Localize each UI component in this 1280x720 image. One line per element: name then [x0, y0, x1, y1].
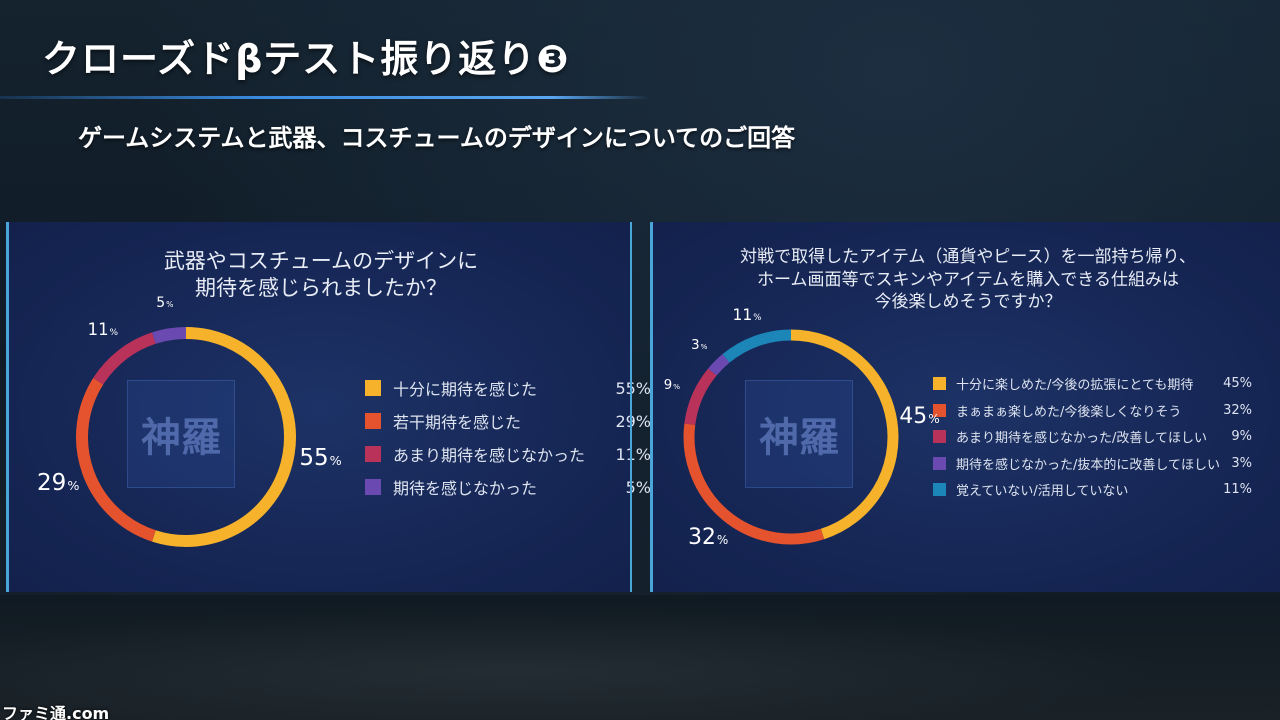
legend-item: まぁまぁ楽しめた/今後楽しくなりそう 32% — [933, 401, 1252, 420]
chart-title-line: 武器やコスチュームのデザインに — [163, 249, 479, 273]
legend-value: 9% — [1231, 429, 1252, 444]
emblem-glyph: 神羅 — [759, 414, 839, 461]
emblem-glyph: 神羅 — [141, 414, 221, 461]
legend-value: 5% — [625, 477, 651, 497]
legend-label: あまり期待を感じなかった/改善してほしい — [956, 431, 1207, 446]
legend-value: 11% — [1223, 482, 1252, 497]
donut-slice — [684, 368, 717, 426]
donut-chart-weapon-design — [76, 327, 296, 547]
legend-value: 55% — [615, 378, 651, 398]
donut-chart-item-shop — [683, 329, 899, 545]
legend-item: あまり期待を感じなかった/改善してほしい 9% — [933, 427, 1252, 446]
chart-title-line: ホーム画面等でスキンやアイテムを購入できる仕組みは — [757, 269, 1179, 290]
slice-value-label: 29% — [37, 470, 80, 497]
slide-title: クローズドβテスト振り返り❸ — [42, 37, 570, 81]
slice-value-label: 55% — [299, 445, 342, 472]
legend-swatch — [365, 380, 381, 396]
emblem-icon: 神羅 — [745, 380, 853, 488]
emblem-icon: 神羅 — [127, 380, 235, 488]
slice-value-label: 11% — [732, 305, 762, 324]
legend-value: 29% — [615, 411, 651, 431]
legend-label: 期待を感じなかった/抜本的に改善してほしい — [956, 457, 1220, 473]
background-ground — [0, 595, 1280, 720]
legend-swatch — [933, 483, 946, 496]
legend-label: まぁまぁ楽しめた/今後楽しくなりそう — [956, 404, 1182, 420]
chart-title: 対戦で取得したアイテム（通貨やピース）を一部持ち帰り、 ホーム画面等でスキンやア… — [653, 246, 1280, 314]
chart-legend: 十分に楽しめた/今後の拡張にとても期待 45% まぁまぁ楽しめた/今後楽しくなりそう… — [933, 374, 1263, 504]
legend-swatch — [933, 456, 946, 470]
donut-slice — [790, 329, 899, 540]
slice-value-label: 3% — [691, 337, 708, 353]
chart-title-line: 期待を感じられましたか？ — [195, 276, 447, 301]
chart-panel-item-shop: 対戦で取得したアイテム（通貨やピース）を一部持ち帰り、 ホーム画面等でスキンやア… — [650, 222, 1280, 592]
donut-slice — [152, 327, 296, 547]
legend-swatch — [933, 403, 946, 417]
legend-swatch — [365, 479, 381, 495]
legend-item: 期待を感じなかった 5% — [365, 475, 651, 499]
legend-swatch — [933, 430, 946, 443]
legend-label: 期待を感じなかった — [393, 479, 538, 498]
legend-label: 若干期待を感じた — [393, 413, 522, 432]
legend-label: あまり期待を感じなかった — [393, 446, 586, 465]
title-underline — [0, 96, 650, 99]
legend-item: 十分に楽しめた/今後の拡張にとても期待 45% — [933, 374, 1252, 393]
chart-legend: 十分に期待を感じた 55% 若干期待を感じた 29% あまり期待を感じなかった 11% 期待… — [365, 376, 651, 498]
chart-title-line: 今後楽しめそうですか？ — [874, 292, 1062, 313]
legend-value: 3% — [1231, 455, 1252, 471]
legend-item: あまり期待を感じなかった 11% — [365, 442, 651, 466]
legend-swatch — [933, 377, 946, 390]
chart-title: 武器やコスチュームのデザインに 期待を感じられましたか？ — [9, 248, 633, 303]
donut-slice — [708, 354, 730, 376]
slice-value-label: 9% — [663, 377, 681, 393]
slice-value-label: 5% — [156, 294, 174, 311]
donut-slice — [76, 378, 156, 542]
legend-value: 32% — [1223, 402, 1252, 418]
donut-slice — [722, 329, 792, 363]
legend-label: 十分に楽しめた/今後の拡張にとても期待 — [956, 378, 1194, 393]
slice-value-label: 32% — [688, 524, 729, 550]
legend-item: 覚えていない/活用していない 11% — [933, 480, 1252, 499]
legend-swatch — [365, 446, 381, 462]
legend-item: 若干期待を感じた 29% — [365, 409, 651, 433]
legend-value: 11% — [615, 444, 651, 464]
chart-title-line: 対戦で取得したアイテム（通貨やピース）を一部持ち帰り、 — [740, 247, 1196, 267]
legend-label: 覚えていない/活用していない — [956, 484, 1129, 499]
slice-value-label: 45% — [899, 404, 940, 430]
legend-item: 十分に期待を感じた 55% — [365, 376, 651, 400]
watermark-logo: ファミ通.com — [2, 704, 110, 720]
legend-label: 十分に期待を感じた — [393, 380, 538, 399]
legend-value: 45% — [1223, 376, 1252, 391]
legend-swatch — [365, 413, 381, 429]
legend-item: 期待を感じなかった/抜本的に改善してほしい 3% — [933, 454, 1252, 473]
panel-divider — [630, 222, 632, 592]
chart-panel-weapon-design: 武器やコスチュームのデザインに 期待を感じられましたか？ 神羅 十分に期待を感じ… — [6, 222, 651, 592]
slice-value-label: 11% — [87, 320, 119, 340]
donut-slice — [152, 327, 187, 344]
donut-slice — [683, 423, 825, 545]
donut-slice — [93, 332, 156, 385]
slide-subtitle: ゲームシステムと武器、コスチュームのデザインについてのご回答 — [78, 124, 796, 152]
